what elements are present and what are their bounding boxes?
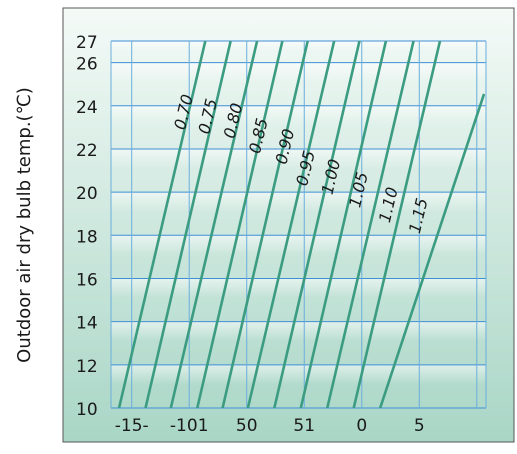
series-line [273, 41, 361, 408]
series-line [299, 41, 388, 408]
series-line [169, 41, 259, 408]
y-tick-label: 12 [76, 357, 98, 377]
grid-band [111, 41, 486, 51]
series-line [325, 41, 415, 408]
x-tick-label: 50 [236, 416, 258, 436]
series-line [378, 93, 485, 408]
series-line [246, 41, 336, 408]
grid-band [111, 235, 486, 255]
grid-band [111, 364, 486, 385]
y-tick-label: 24 [76, 98, 98, 118]
series-lines [117, 41, 485, 408]
y-tick-label: 27 [76, 33, 98, 53]
y-tick-label: 22 [76, 141, 98, 161]
series-line [352, 41, 442, 408]
y-tick-label: 16 [76, 270, 98, 290]
grid-band [111, 278, 486, 298]
x-tick-label: -101 [170, 416, 209, 436]
x-tick-label: -15- [115, 416, 149, 436]
x-tick-label: 0 [356, 416, 367, 436]
y-tick-label: 26 [76, 55, 98, 75]
grid-band [111, 105, 486, 126]
y-tick-label: 14 [76, 314, 98, 334]
grid-band [111, 62, 486, 83]
grid-band [111, 321, 486, 342]
series-line [144, 41, 232, 408]
y-tick-label: 10 [76, 400, 98, 420]
series-line [221, 41, 310, 408]
y-tick-label: 20 [76, 184, 98, 204]
grid-band [111, 192, 486, 212]
x-tick-labels: -15- -101 50 51 0 5 [115, 416, 425, 436]
x-tick-label: 5 [414, 416, 425, 436]
x-tick-label: 51 [293, 416, 315, 436]
y-axis-label: Outdoor air dry bulb temp.(℃) [14, 87, 35, 363]
y-tick-label: 18 [76, 227, 98, 247]
series-line [117, 41, 207, 408]
series-line [195, 41, 284, 408]
